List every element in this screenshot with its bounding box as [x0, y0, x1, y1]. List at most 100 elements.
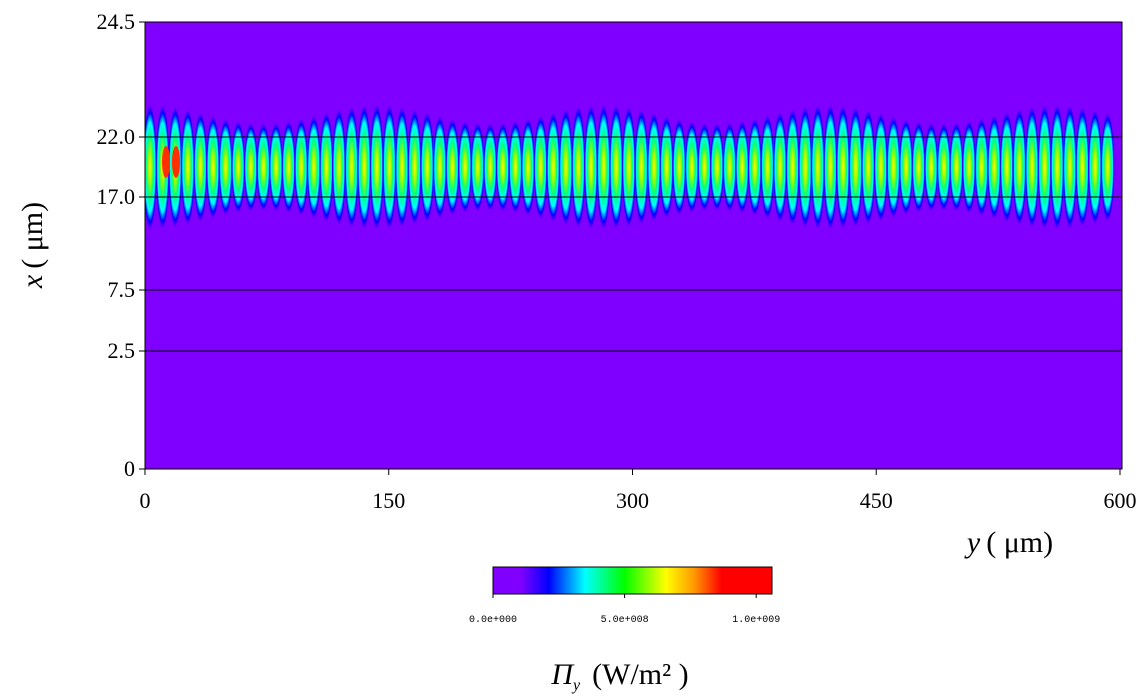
- field-spot: [206, 115, 220, 219]
- field-spot: [584, 105, 598, 229]
- field-spot: [571, 106, 586, 228]
- field-spot: [710, 123, 724, 211]
- colorbar-label: Πy (W/m² ): [550, 658, 688, 694]
- field-spot: [180, 109, 195, 225]
- field-spot: [861, 110, 876, 224]
- field: [145, 105, 1115, 229]
- field-spot: [974, 118, 989, 216]
- field-spot: [269, 123, 283, 211]
- field-spot: [145, 105, 157, 229]
- field-spot: [672, 119, 687, 215]
- field-spot: [1088, 110, 1102, 224]
- field-spot: [596, 105, 611, 229]
- field-spot: [609, 105, 624, 229]
- field-spot: [495, 122, 510, 212]
- field-spot: [546, 112, 561, 222]
- field-hotspot: [172, 146, 180, 178]
- colorbar-tick-label: 5.0e+008: [601, 615, 649, 626]
- field-spot: [747, 118, 762, 216]
- x-tick-label: 0: [140, 488, 151, 513]
- field-spot: [281, 121, 296, 213]
- field-spot: [218, 118, 233, 216]
- field-spot: [558, 109, 573, 225]
- y-axis-variable: x: [16, 274, 49, 289]
- field-spot: [697, 123, 712, 211]
- field-spot: [294, 118, 309, 216]
- y-axis-label: x ( μm): [16, 202, 49, 289]
- field-spot: [357, 105, 372, 229]
- field-spot: [899, 119, 913, 215]
- field-spot: [458, 121, 472, 213]
- field-spot: [1050, 105, 1065, 229]
- field-spot: [1062, 105, 1077, 229]
- field-spot: [924, 123, 939, 211]
- x-tick-label: 300: [616, 488, 649, 513]
- field-spot: [684, 121, 699, 213]
- field-spot: [785, 109, 800, 225]
- field-spot: [634, 109, 649, 225]
- field-spot: [332, 109, 346, 225]
- field-spot: [231, 121, 246, 213]
- field-spot: [735, 121, 750, 213]
- x-tick-label: 450: [860, 488, 893, 513]
- field-spot: [445, 119, 460, 215]
- y-tick-label: 24.5: [97, 9, 136, 34]
- field-spot: [1075, 107, 1090, 227]
- y-tick-label: 0: [124, 456, 135, 481]
- field-spot: [836, 105, 850, 229]
- field-spot: [949, 122, 964, 212]
- plot-area: [145, 22, 1122, 469]
- colorbar-tick-label: 0.0e+000: [469, 615, 517, 626]
- field-spot: [873, 113, 888, 221]
- field-spot: [369, 105, 384, 229]
- field-spot: [760, 115, 775, 219]
- field-spot: [999, 112, 1014, 222]
- field-spot: [659, 116, 674, 218]
- x-tick-label: 600: [1104, 488, 1137, 513]
- colorbar-ticks: 0.0e+000 5.0e+008 1.0e+009: [469, 594, 780, 626]
- field-spot: [798, 106, 813, 228]
- colorbar-unit: (W/m² ): [592, 658, 688, 691]
- field-spot: [1037, 105, 1052, 229]
- x-axis-variable: y: [964, 526, 981, 559]
- y-tick-label: 22.0: [97, 124, 136, 149]
- x-axis-unit: ( μm): [986, 526, 1053, 559]
- field-spot: [1025, 106, 1039, 228]
- field-spot: [243, 123, 258, 211]
- field-spot: [319, 112, 334, 222]
- field-spot: [306, 115, 321, 219]
- field-spot: [407, 109, 422, 225]
- field-spot: [483, 123, 498, 211]
- field-spot: [432, 116, 447, 218]
- field-spot: [382, 105, 397, 229]
- field-spot: [521, 118, 535, 216]
- field-spot: [256, 123, 271, 211]
- y-axis-unit: ( μm): [16, 202, 49, 269]
- field-spot: [470, 123, 485, 211]
- field-spot: [936, 123, 951, 211]
- field-spot: [193, 112, 208, 222]
- field-spot: [508, 121, 523, 213]
- field-spot: [722, 122, 737, 212]
- field-spot: [987, 115, 1002, 219]
- field-spot: [1100, 113, 1115, 221]
- field-spot: [773, 112, 787, 222]
- y-tick-label: 7.5: [108, 277, 136, 302]
- plot-frame: [144, 21, 1123, 470]
- field-spot: [621, 107, 636, 227]
- x-axis-label: y( μm): [964, 526, 1053, 559]
- colorbar-symbol: Π: [550, 658, 575, 691]
- field-spot: [420, 112, 435, 222]
- field-spot: [848, 107, 863, 227]
- x-tick-label: 150: [372, 488, 405, 513]
- colorbar: [492, 566, 773, 595]
- field-hotspot: [162, 146, 170, 178]
- field-spot: [533, 115, 548, 219]
- field-spot: [886, 116, 901, 218]
- colorbar-tick-label: 1.0e+009: [732, 615, 780, 626]
- field-spot: [810, 105, 825, 229]
- field-spot: [647, 113, 661, 221]
- y-tick-label: 17.0: [97, 184, 136, 209]
- field-spot: [1012, 109, 1027, 225]
